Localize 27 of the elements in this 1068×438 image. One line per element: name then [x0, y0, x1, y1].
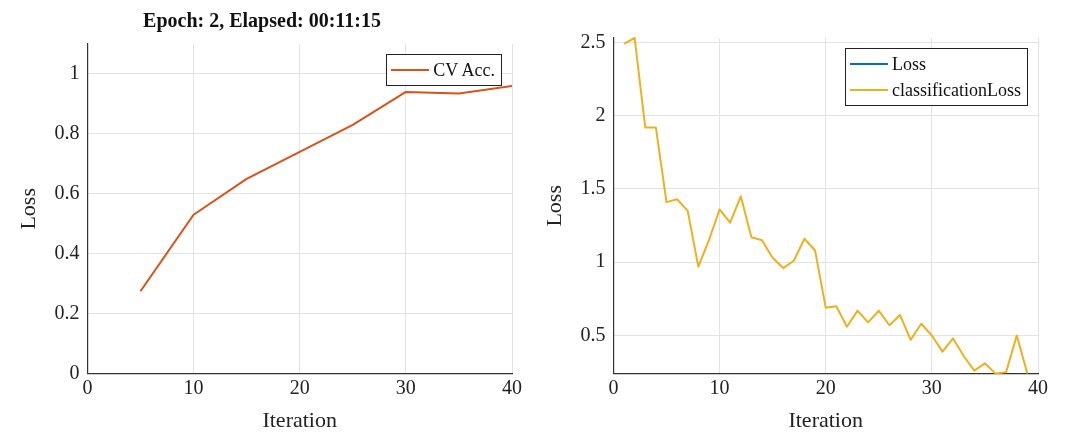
chart-title: Epoch: 2, Elapsed: 00:11:15 [143, 9, 381, 33]
x-tick-label: 20 [289, 375, 310, 398]
y-axis-title: Loss [540, 185, 566, 227]
x-tick-label: 10 [183, 375, 204, 398]
x-axis-title: Iteration [788, 406, 863, 432]
legend-label: Loss [892, 53, 927, 76]
x-tick-label: 40 [502, 375, 522, 398]
y-axis-title: Loss [14, 188, 40, 230]
y-tick-label: 0 [69, 360, 80, 383]
y-tick-label: 1.5 [580, 176, 606, 199]
x-tick-label: 30 [921, 375, 942, 398]
y-tick-label: 1 [69, 61, 80, 84]
x-tick-label: 30 [395, 375, 416, 398]
x-tick-label: 10 [709, 375, 730, 398]
y-tick-label: 2 [595, 102, 606, 125]
y-tick-label: 1 [595, 249, 606, 272]
y-tick-label: 0.5 [580, 322, 606, 345]
x-tick-label: 20 [815, 375, 836, 398]
y-tick-label: 0.4 [54, 241, 80, 263]
x-axis-title: Iteration [262, 406, 337, 432]
y-tick-label: 0.8 [54, 121, 80, 144]
legend-label: classificationLoss [892, 79, 1021, 102]
x-tick-label: 40 [1028, 375, 1048, 398]
y-tick-label: 0.2 [54, 300, 80, 323]
legend-label: CV Acc. [433, 59, 495, 82]
y-tick-label: 2.5 [580, 29, 606, 52]
y-tick-label: 0.6 [54, 181, 80, 204]
